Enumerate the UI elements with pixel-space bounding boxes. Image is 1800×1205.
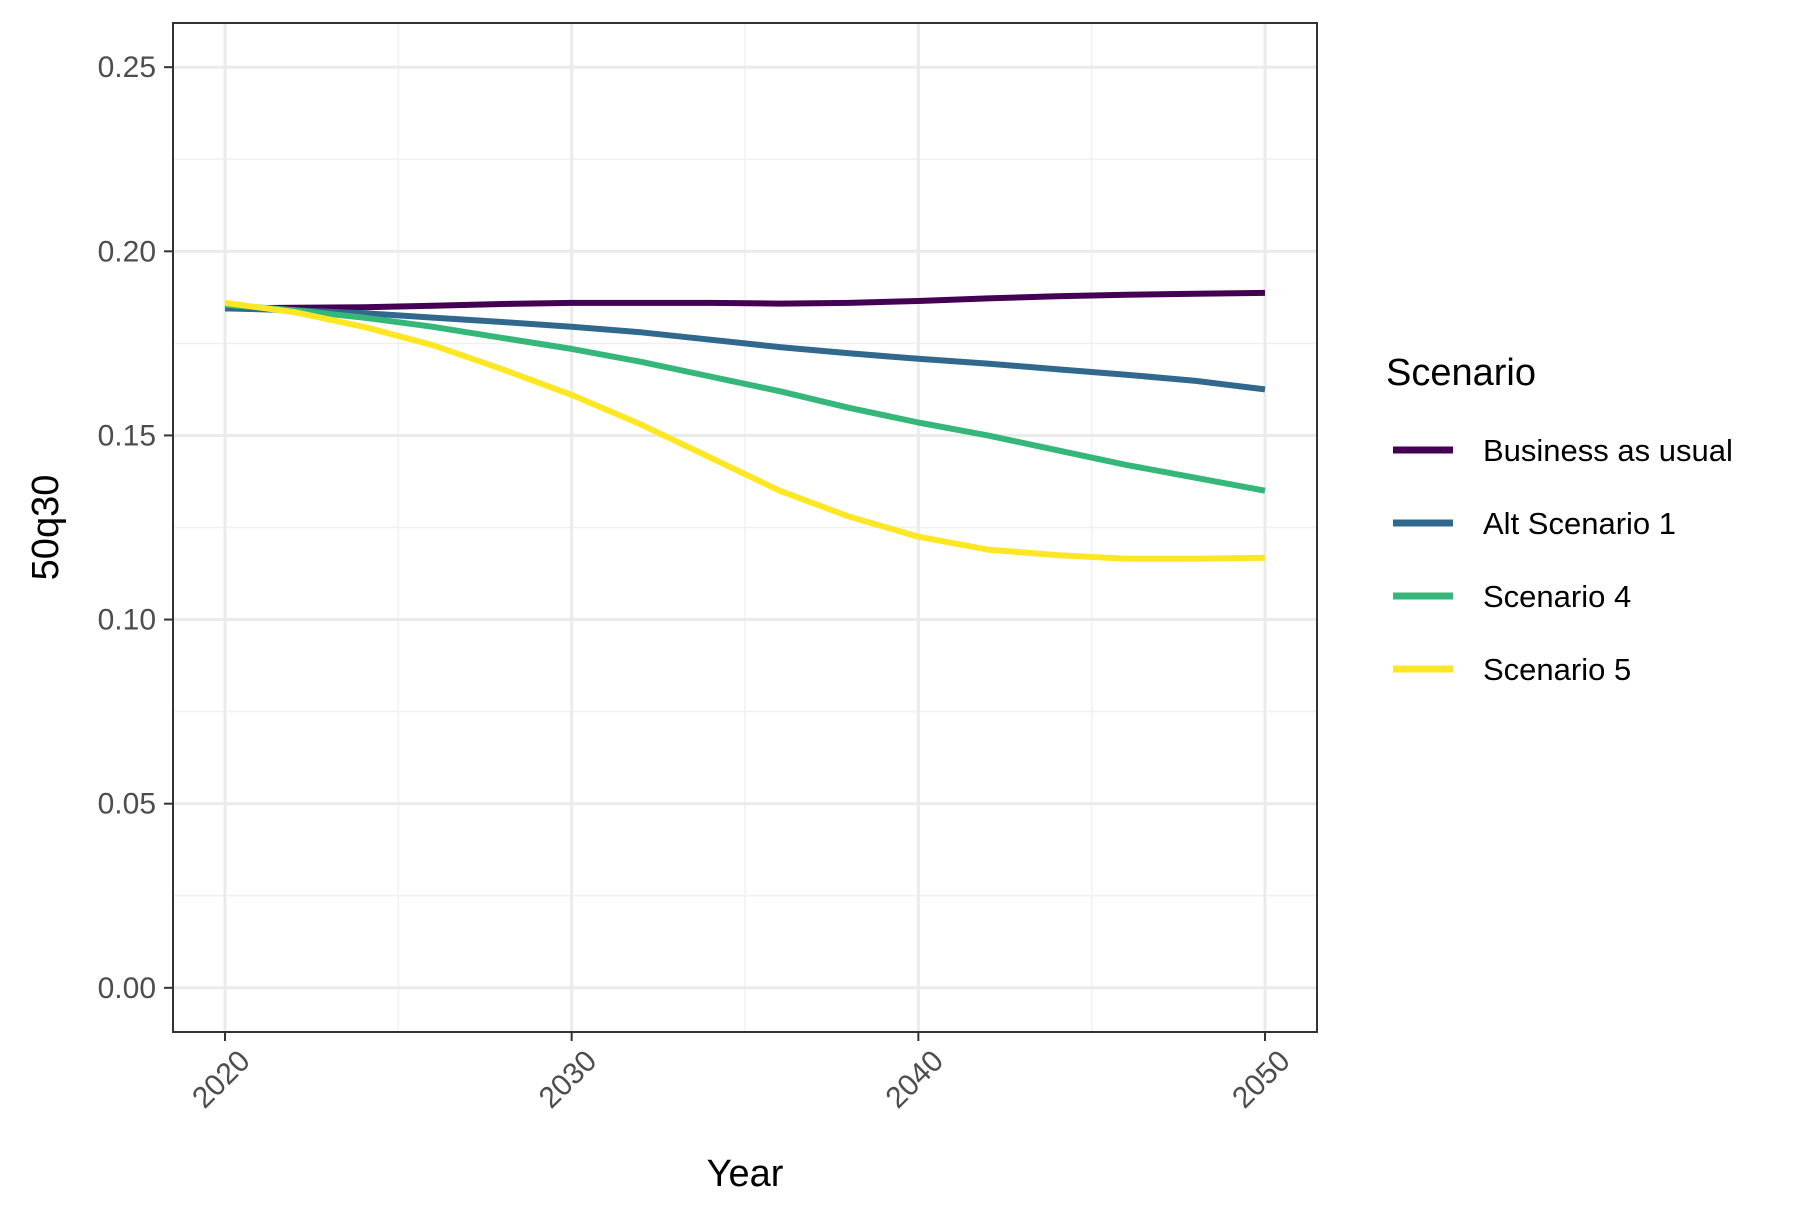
series-line-3 bbox=[224, 301, 1266, 494]
legend-label: Scenario 4 bbox=[1483, 579, 1631, 614]
x-tick-label: 2030 bbox=[533, 1044, 604, 1115]
y-tick-label: 0.05 bbox=[98, 788, 156, 821]
series-line-2 bbox=[224, 305, 1266, 393]
series-line-4 bbox=[224, 299, 1266, 562]
legend-label: Scenario 5 bbox=[1483, 652, 1631, 687]
legend-items: Business as usual Alt Scenario 1 Scenario … bbox=[1393, 433, 1733, 687]
y-tick-label: 0.25 bbox=[98, 51, 156, 84]
grid bbox=[173, 23, 1317, 1032]
series-line-1 bbox=[224, 289, 1266, 312]
series-lines bbox=[224, 289, 1266, 562]
legend-label: Business as usual bbox=[1483, 433, 1733, 468]
y-tick-label: 0.10 bbox=[98, 604, 156, 637]
x-axis-title: Year bbox=[707, 1153, 784, 1195]
y-tick-label: 0.20 bbox=[98, 235, 156, 268]
y-tick-label: 0.15 bbox=[98, 419, 156, 452]
y-tick-label: 0.00 bbox=[98, 972, 156, 1005]
legend-label: Alt Scenario 1 bbox=[1483, 506, 1676, 541]
axis-ticks: 0.00 0.05 0.10 0.15 0.20 0.25 2020 2030 2040 2050 bbox=[98, 51, 1297, 1115]
x-tick-label: 2020 bbox=[186, 1044, 257, 1115]
plot-panel-border bbox=[172, 22, 1318, 1033]
legend-title: Scenario bbox=[1386, 352, 1536, 394]
y-axis-title: 50q30 bbox=[25, 475, 67, 581]
x-tick-label: 2040 bbox=[879, 1044, 950, 1115]
legend: Scenario Business as usual Alt Scenario 1… bbox=[1386, 352, 1733, 687]
x-tick-label: 2050 bbox=[1226, 1044, 1297, 1115]
